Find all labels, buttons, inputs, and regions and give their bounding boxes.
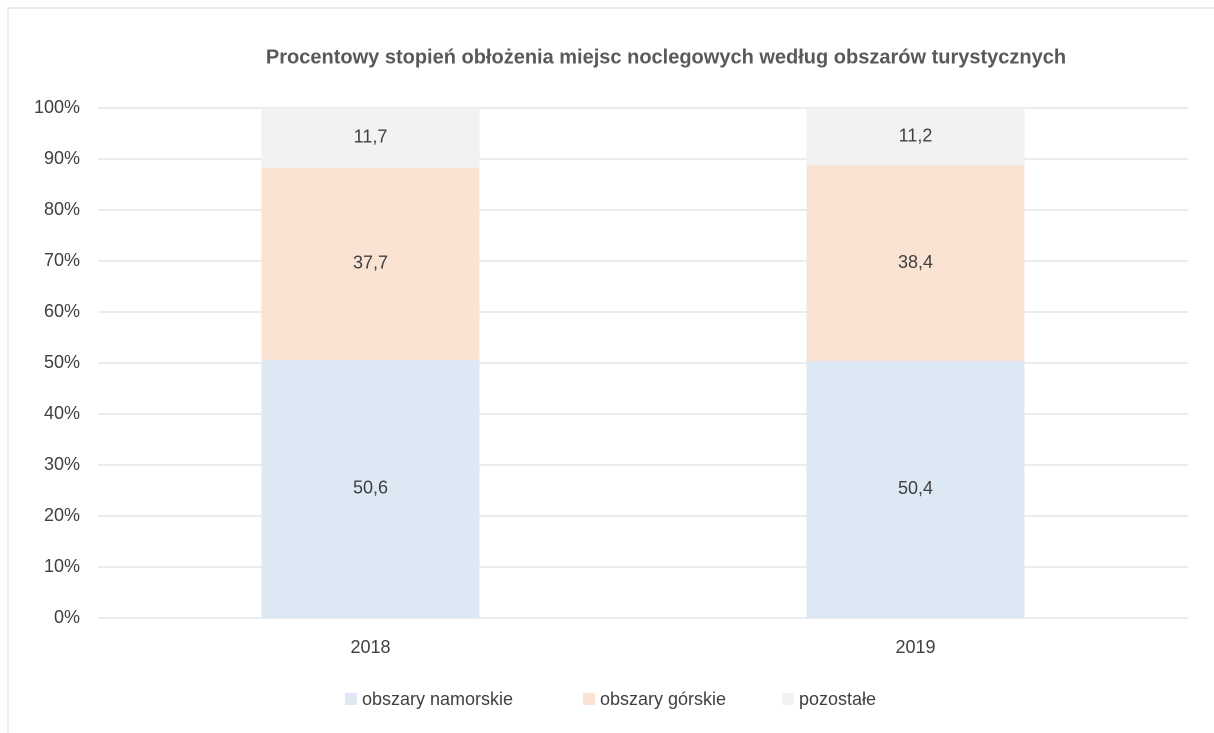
bar-segment bbox=[261, 108, 480, 168]
legend-label: pozostałe bbox=[799, 689, 876, 709]
data-label: 11,7 bbox=[354, 127, 388, 147]
legend-label: obszary górskie bbox=[600, 689, 726, 709]
y-tick-label: 20% bbox=[44, 505, 80, 525]
y-tick-label: 10% bbox=[44, 556, 80, 576]
chart-border bbox=[7, 7, 1214, 733]
y-tick-label: 90% bbox=[44, 148, 80, 168]
y-tick-label: 60% bbox=[44, 301, 80, 321]
legend-swatch bbox=[782, 693, 794, 705]
data-label: 50,6 bbox=[353, 478, 388, 498]
legend-label: obszary namorskie bbox=[362, 689, 513, 709]
bar-segment bbox=[806, 108, 1025, 166]
y-tick-label: 40% bbox=[44, 403, 80, 423]
x-tick-label: 2018 bbox=[350, 637, 390, 657]
y-tick-label: 80% bbox=[44, 199, 80, 219]
y-tick-label: 50% bbox=[44, 352, 80, 372]
chart-title: Procentowy stopień obłożenia miejsc nocl… bbox=[266, 46, 1066, 68]
data-label: 50,4 bbox=[898, 478, 933, 498]
bar-segment bbox=[806, 360, 1025, 618]
data-label: 38,4 bbox=[898, 252, 933, 272]
y-tick-label: 70% bbox=[44, 250, 80, 270]
data-label: 37,7 bbox=[353, 253, 388, 273]
y-tick-label: 100% bbox=[34, 97, 80, 117]
bar-segment bbox=[261, 167, 480, 360]
x-tick-label: 2019 bbox=[895, 637, 935, 657]
y-tick-label: 30% bbox=[44, 454, 80, 474]
legend-swatch bbox=[583, 693, 595, 705]
legend-swatch bbox=[345, 693, 357, 705]
bar-segment bbox=[806, 165, 1025, 361]
y-tick-label: 0% bbox=[54, 607, 80, 627]
bar-segment bbox=[261, 359, 480, 618]
data-label: 11,2 bbox=[899, 125, 933, 145]
